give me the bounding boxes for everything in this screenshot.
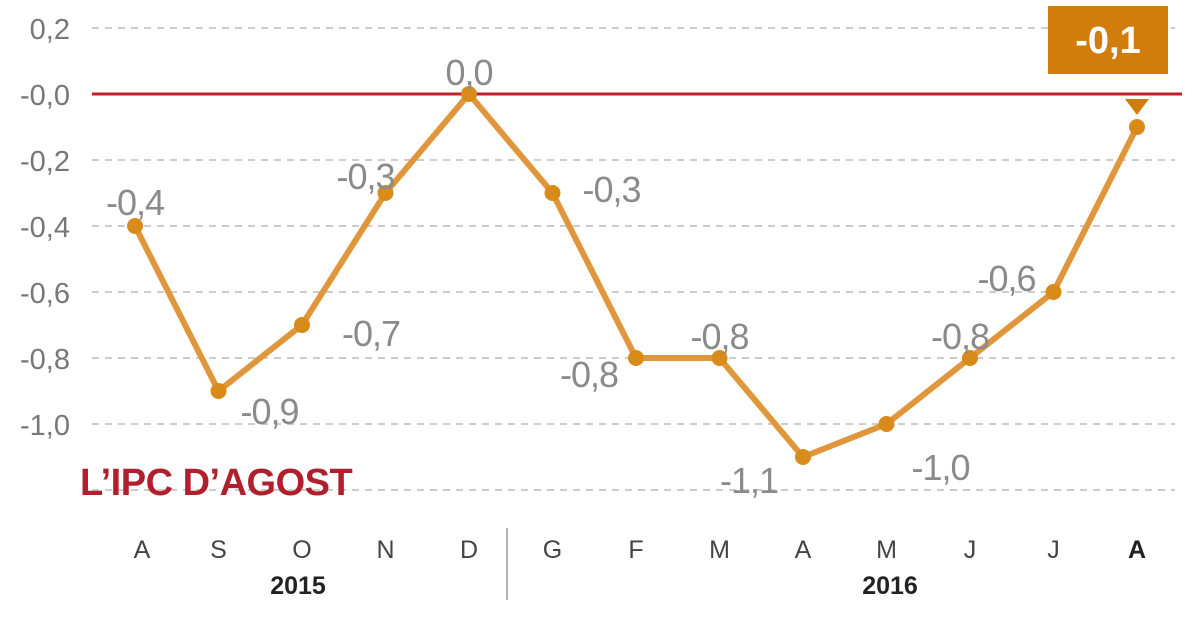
y-tick-label: 0,2 <box>30 14 70 46</box>
data-label: -1,1 <box>720 460 778 501</box>
data-point <box>127 218 143 234</box>
x-tick-label: M <box>876 536 897 564</box>
data-label: -0,3 <box>336 156 394 197</box>
data-point <box>795 449 811 465</box>
year-label-2016: 2016 <box>862 572 918 600</box>
data-label: -0,4 <box>106 182 164 223</box>
x-tick-label: G <box>543 536 562 564</box>
data-label: -0,7 <box>342 313 400 354</box>
callout-pointer <box>1125 99 1149 115</box>
data-label: -0,3 <box>583 169 641 210</box>
y-tick-label: -0,4 <box>20 212 70 244</box>
x-tick-label: J <box>964 536 977 564</box>
x-tick-label: D <box>460 536 478 564</box>
x-tick-label: N <box>376 536 394 564</box>
chart-title: L’IPC D’AGOST <box>80 462 353 504</box>
data-point <box>294 317 310 333</box>
data-point <box>1045 284 1062 300</box>
data-point <box>461 86 477 102</box>
x-tick-label: J <box>1047 536 1060 564</box>
data-point <box>878 416 895 432</box>
x-tick-label: A <box>1128 536 1146 564</box>
y-tick-label: -0,0 <box>20 80 70 112</box>
x-tick-label: A <box>795 536 812 564</box>
data-label: -0,8 <box>560 354 618 395</box>
callout-box <box>1048 6 1168 74</box>
data-point <box>711 350 728 366</box>
x-tick-label: A <box>134 536 151 564</box>
y-tick-label: -0,8 <box>20 344 70 376</box>
x-tick-label: M <box>709 536 730 564</box>
data-label: -0,8 <box>931 316 989 357</box>
data-label: -0,9 <box>241 391 299 432</box>
data-label: -1,0 <box>912 447 970 488</box>
data-point <box>210 383 227 399</box>
data-point <box>1129 119 1145 135</box>
data-label: -0,6 <box>977 258 1035 299</box>
x-tick-label: S <box>210 536 227 564</box>
y-tick-label: -0,2 <box>20 146 70 178</box>
data-label: -0,8 <box>690 316 748 357</box>
data-point <box>544 185 561 201</box>
y-tick-label: -0,6 <box>20 278 70 310</box>
highlight-data-label: -0,1 <box>1075 20 1140 62</box>
y-tick-label: -1,0 <box>20 410 70 442</box>
data-point <box>962 350 978 366</box>
data-label: 0,0 <box>445 52 492 93</box>
x-tick-label: O <box>292 536 311 564</box>
year-label-2015: 2015 <box>270 572 326 600</box>
data-point <box>628 350 644 366</box>
x-tick-label: F <box>628 536 643 564</box>
data-point <box>377 185 394 201</box>
